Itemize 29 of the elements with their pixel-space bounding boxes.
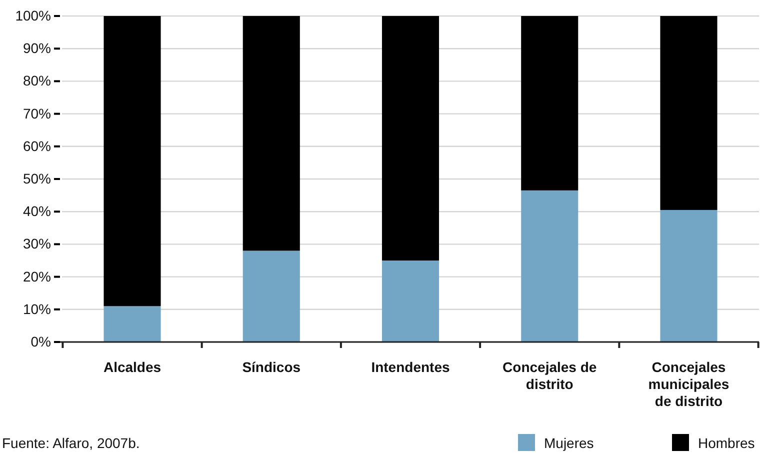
x-tick-label: Síndicos <box>242 359 301 375</box>
y-tick-label: 0% <box>30 333 51 350</box>
x-tick-label: Concejales de distrito <box>502 359 597 392</box>
legend-label: Hombres <box>698 435 755 451</box>
y-tick-label: 80% <box>22 72 51 89</box>
y-tick-label: 100% <box>15 7 51 24</box>
bar <box>521 190 578 342</box>
y-tick-label: 10% <box>22 300 51 317</box>
y-tick-label: 70% <box>22 105 51 122</box>
y-tick-label: 50% <box>22 170 51 186</box>
bar <box>242 16 300 251</box>
bar <box>660 16 718 210</box>
bar <box>104 306 161 342</box>
bar <box>521 16 578 190</box>
bar <box>660 210 718 342</box>
y-tick-label: 20% <box>22 268 51 284</box>
y-tick-label: 90% <box>22 40 51 56</box>
bar <box>382 16 440 260</box>
x-tick-label: Concejales municipales de distrito <box>648 359 730 409</box>
x-tick-label: Alcaldes <box>103 359 162 375</box>
source-note: Fuente: Alfaro, 2007b. <box>2 435 140 451</box>
x-tick-label: Intendentes <box>371 359 450 375</box>
bar <box>104 16 161 306</box>
y-tick-label: 40% <box>22 203 51 220</box>
y-tick-label: 30% <box>22 236 51 252</box>
bar <box>242 250 300 342</box>
legend-label: Mujeres <box>544 435 594 451</box>
bar <box>382 260 440 342</box>
y-tick-label: 60% <box>22 138 51 154</box>
